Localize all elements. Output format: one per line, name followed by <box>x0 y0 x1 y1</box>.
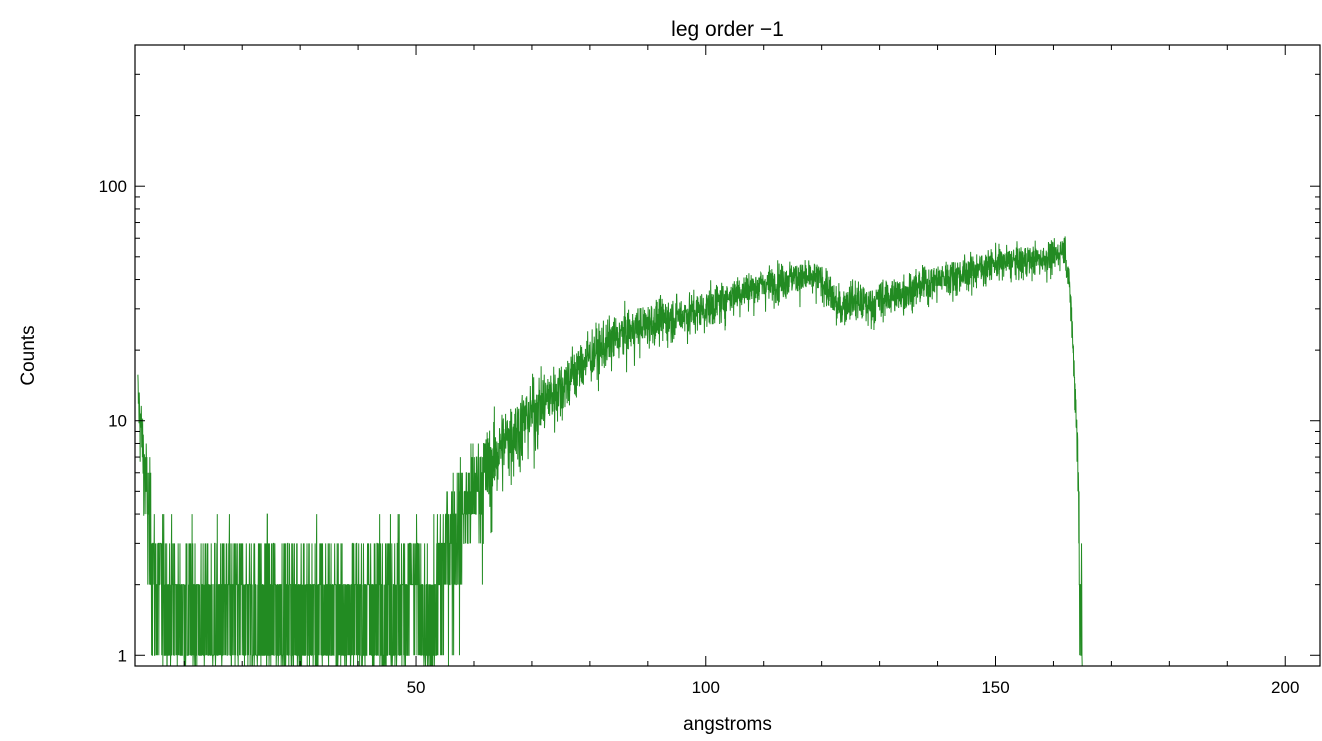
x-tick-label: 100 <box>692 678 720 697</box>
x-axis-label: angstroms <box>683 714 772 735</box>
y-tick-label: 100 <box>99 177 127 196</box>
plot-frame <box>134 44 1321 667</box>
y-tick-label: 10 <box>108 412 127 431</box>
chart-title: leg order −1 <box>671 18 784 41</box>
x-tick-label: 50 <box>407 678 426 697</box>
axes: 50 100 150 200 1 10 100 <box>99 44 1320 697</box>
y-tick-label: 1 <box>118 646 127 665</box>
series-line <box>137 236 1083 667</box>
x-tick-label: 200 <box>1271 678 1299 697</box>
y-axis-label: Counts <box>18 325 39 385</box>
data-series-line <box>137 236 1083 667</box>
x-tick-label: 150 <box>981 678 1009 697</box>
